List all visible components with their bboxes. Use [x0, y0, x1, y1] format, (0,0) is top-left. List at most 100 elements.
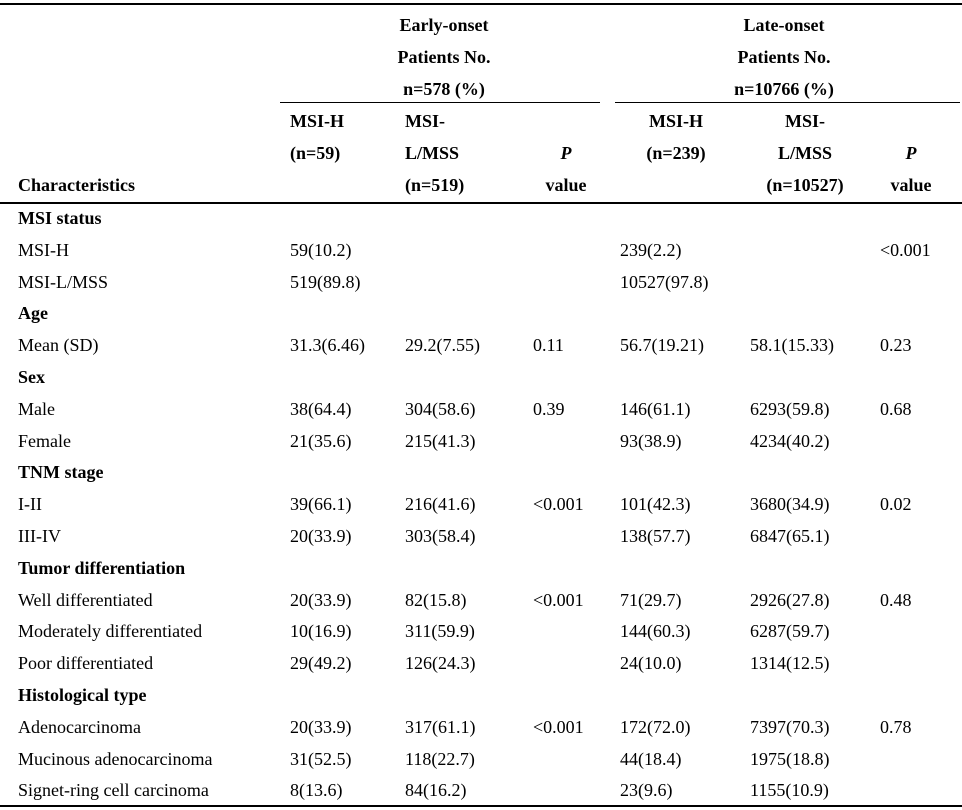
column-header: (n=239)	[646, 143, 706, 163]
column-header: MSI-H	[290, 111, 344, 131]
cell: 317(61.1)	[405, 716, 476, 737]
cell: 126(24.3)	[405, 653, 476, 674]
column-header: Characteristics	[18, 175, 135, 195]
row-label: Moderately differentiated	[18, 621, 203, 642]
cell: 6293(59.8)	[750, 398, 830, 419]
cell: 303(58.4)	[405, 526, 476, 546]
group-header: n=578 (%)	[403, 79, 485, 99]
cell: 29.2(7.55)	[405, 335, 480, 356]
cell: 216(41.6)	[405, 494, 476, 515]
cell: 71(29.7)	[620, 589, 682, 610]
column-header: MSI-	[785, 111, 825, 131]
cell: 144(60.3)	[620, 621, 691, 642]
cell: 0.39	[533, 398, 565, 419]
row-label: Mucinous adenocarcinoma	[18, 748, 213, 769]
cell: 8(13.6)	[290, 780, 343, 801]
cell: 6287(59.7)	[750, 621, 830, 642]
group-header: Patients No.	[397, 47, 491, 67]
cell: 7397(70.3)	[750, 716, 830, 737]
cell: 93(38.9)	[620, 430, 682, 451]
cell: 0.78	[880, 716, 912, 737]
group-header: Patients No.	[737, 47, 831, 67]
cell: 215(41.3)	[405, 430, 476, 451]
section-label: MSI status	[18, 208, 102, 228]
column-header: P	[905, 143, 917, 163]
cell: 24(10.0)	[620, 653, 682, 674]
cell: 23(9.6)	[620, 780, 673, 801]
cell: 0.02	[880, 494, 912, 515]
group-header: n=10766 (%)	[734, 79, 834, 99]
row-label: MSI-H	[18, 239, 70, 260]
row-label: Male	[18, 398, 55, 419]
cell: 56.7(19.21)	[620, 335, 704, 356]
column-header: P	[560, 143, 572, 163]
column-header: (n=10527)	[766, 175, 844, 195]
cell: <0.001	[880, 239, 931, 260]
cell: 0.23	[880, 335, 912, 356]
top-rule	[0, 3, 962, 5]
row-label: III-IV	[18, 526, 61, 546]
cell: 20(33.9)	[290, 526, 352, 546]
row-label: Adenocarcinoma	[18, 716, 141, 737]
cell: 1314(12.5)	[750, 653, 830, 674]
cell: 10(16.9)	[290, 621, 352, 642]
column-header: (n=59)	[290, 143, 341, 163]
cell: <0.001	[533, 494, 584, 515]
cell: 44(18.4)	[620, 748, 682, 769]
cell: 0.11	[533, 335, 564, 356]
cell: 311(59.9)	[405, 621, 475, 642]
column-header: value	[545, 175, 587, 195]
cell: 1155(10.9)	[750, 780, 829, 801]
column-header: L/MSS	[405, 143, 460, 163]
column-header: value	[890, 175, 932, 195]
group-rule	[280, 102, 600, 103]
cell: <0.001	[533, 589, 584, 610]
cell: 59(10.2)	[290, 239, 352, 260]
group-header: Late-onset	[743, 15, 825, 35]
cell: 4234(40.2)	[750, 430, 830, 451]
group-header: Early-onset	[399, 15, 489, 35]
cell: 138(57.7)	[620, 526, 691, 546]
cell: 0.68	[880, 398, 912, 419]
cell: 38(64.4)	[290, 398, 352, 419]
cell: 239(2.2)	[620, 239, 682, 260]
cell: 101(42.3)	[620, 494, 691, 515]
cell: 172(72.0)	[620, 716, 691, 737]
row-label: Female	[18, 430, 71, 451]
cell: 31.3(6.46)	[290, 335, 365, 356]
cell: 6847(65.1)	[750, 526, 830, 546]
cell: 118(22.7)	[405, 748, 475, 769]
cell: 1975(18.8)	[750, 748, 830, 769]
row-label: MSI-L/MSS	[18, 271, 109, 292]
cell: 21(35.6)	[290, 430, 352, 451]
cell: 39(66.1)	[290, 494, 352, 515]
row-label: Well differentiated	[18, 589, 153, 610]
section-label: TNM stage	[18, 462, 104, 483]
section-label: Histological type	[18, 685, 147, 705]
row-label: Mean (SD)	[18, 335, 99, 356]
group-rule	[615, 102, 960, 103]
cell: 29(49.2)	[290, 653, 352, 674]
cell: 31(52.5)	[290, 748, 352, 769]
cell: 82(15.8)	[405, 589, 467, 610]
row-label: Poor differentiated	[18, 653, 154, 674]
cell: 3680(34.9)	[750, 494, 830, 515]
cell: <0.001	[533, 716, 584, 737]
cell: 304(58.6)	[405, 398, 476, 419]
column-header: (n=519)	[405, 175, 465, 195]
row-label: I-II	[18, 494, 42, 515]
section-label: Tumor differentiation	[18, 557, 186, 578]
cell: 519(89.8)	[290, 271, 361, 292]
section-label: Age	[18, 303, 48, 324]
cell: 10527(97.8)	[620, 271, 709, 292]
column-header: L/MSS	[777, 143, 833, 163]
cell: 84(16.2)	[405, 780, 467, 801]
bottom-rule	[0, 805, 962, 807]
cell: 20(33.9)	[290, 716, 352, 737]
cell: 58.1(15.33)	[750, 335, 834, 356]
column-header: MSI-	[405, 111, 445, 131]
cell: 2926(27.8)	[750, 589, 830, 610]
header-rule	[0, 202, 962, 204]
cell: 0.48	[880, 589, 912, 610]
